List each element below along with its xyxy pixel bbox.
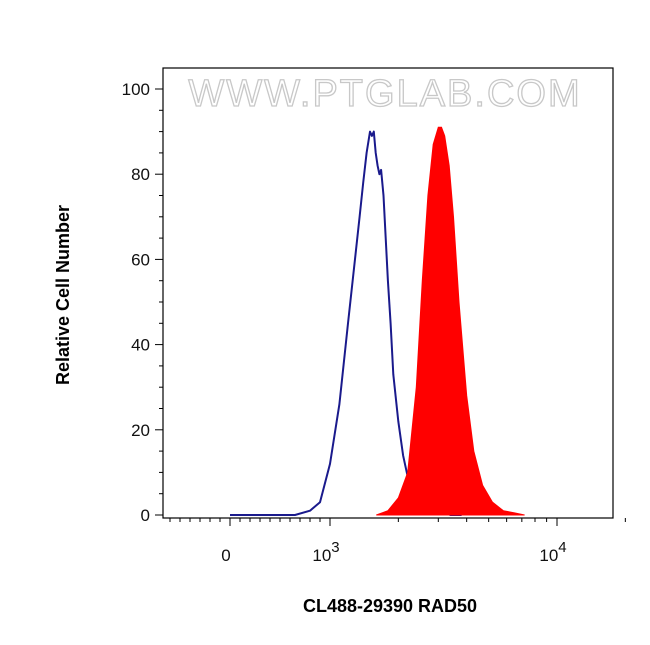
plot-frame xyxy=(162,67,614,519)
y-tick-label: 20 xyxy=(131,421,150,440)
x-axis: 0 103 104 xyxy=(169,518,626,565)
y-axis-title: Relative Cell Number xyxy=(53,205,73,385)
y-axis: 0 20 40 60 80 100 xyxy=(122,80,163,525)
series-filled-histogram xyxy=(376,126,525,516)
watermark: WWW.PTGLAB.COM xyxy=(188,72,581,115)
y-tick-label: 60 xyxy=(131,250,150,269)
x-tick-label: 104 xyxy=(539,539,566,565)
y-tick-label: 80 xyxy=(131,165,150,184)
y-tick-label: 0 xyxy=(141,506,150,525)
x-tick-label: 103 xyxy=(312,539,339,565)
x-axis-title: CL488-29390 RAD50 xyxy=(303,596,477,616)
x-tick-exponent: 4 xyxy=(558,539,566,556)
x-tick-exponent: 3 xyxy=(331,539,339,556)
x-tick-label: 0 xyxy=(221,546,230,565)
y-tick-label: 100 xyxy=(122,80,150,99)
plot-area xyxy=(230,126,525,516)
watermark-text: WWW.PTGLAB.COM xyxy=(188,73,581,115)
y-tick-label: 40 xyxy=(131,336,150,355)
